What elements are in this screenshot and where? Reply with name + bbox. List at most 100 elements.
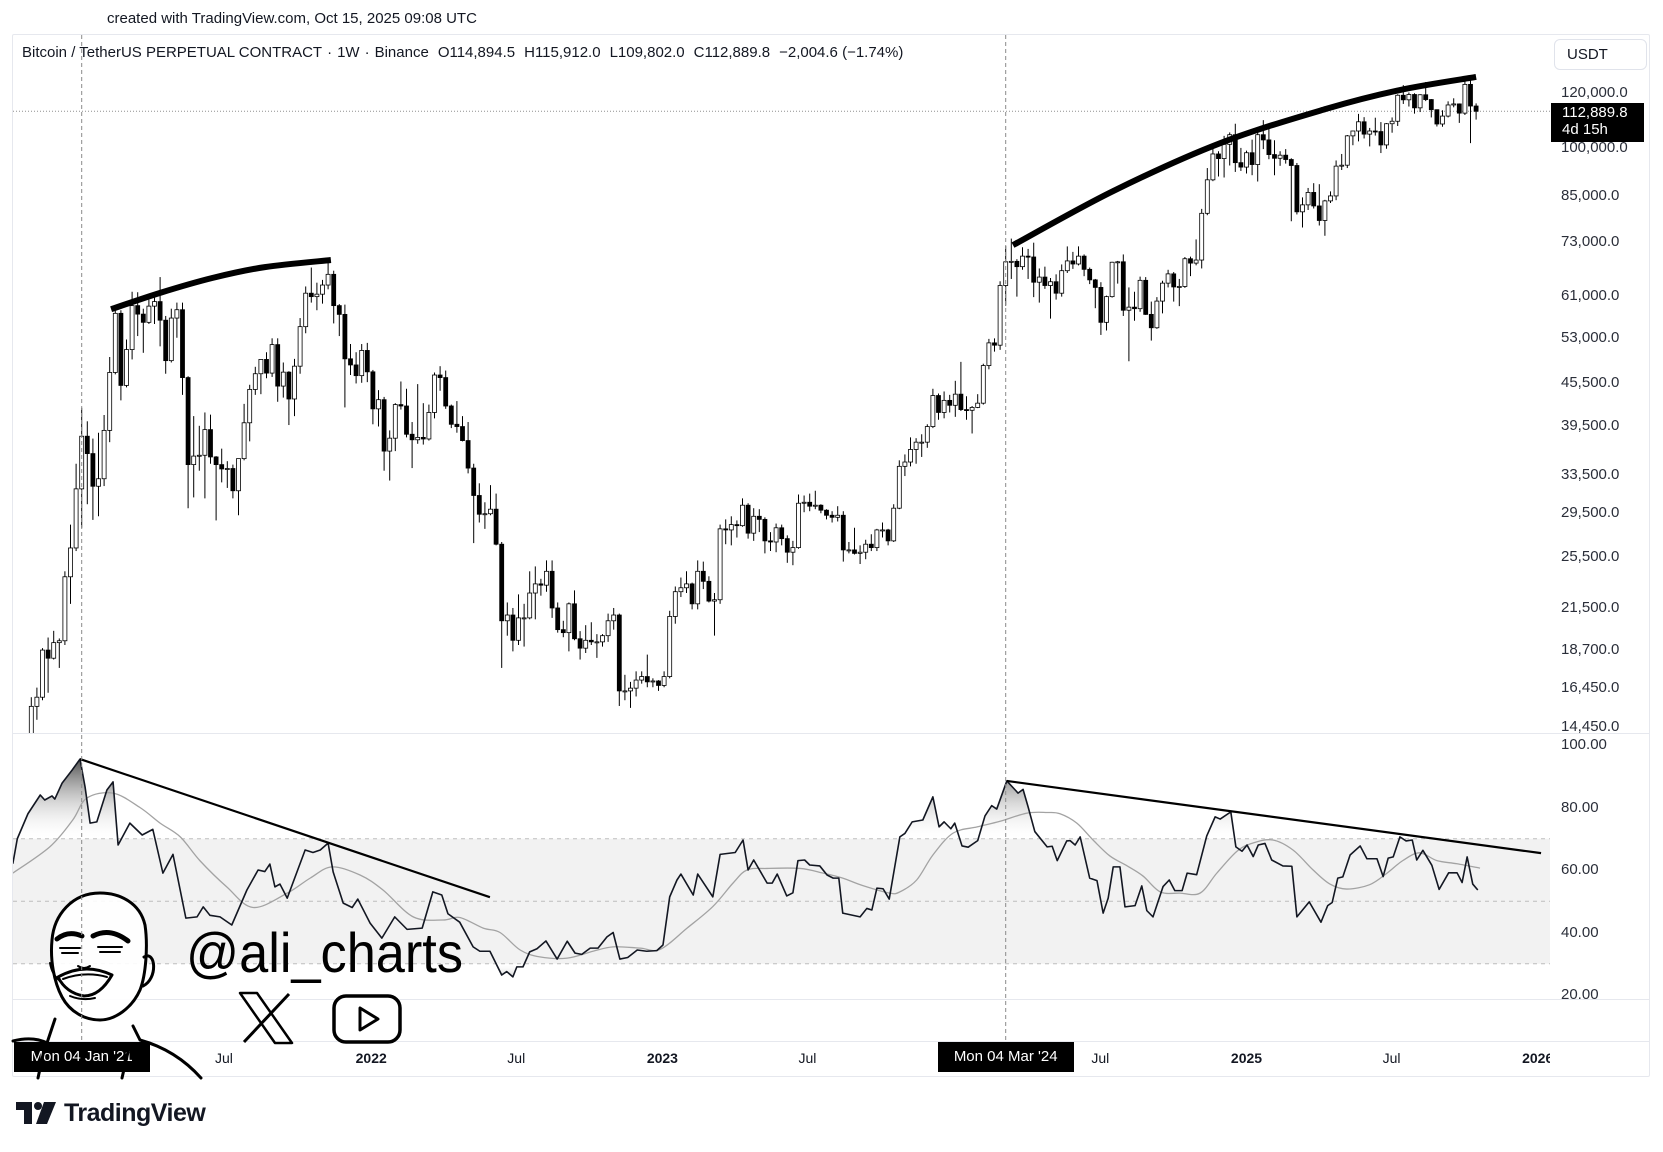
candle-down xyxy=(1171,272,1177,302)
candle-up xyxy=(96,432,101,517)
candle-up xyxy=(1210,148,1216,182)
candle-up xyxy=(684,571,689,594)
candle-up xyxy=(1199,208,1205,269)
candle-up xyxy=(56,638,62,668)
candle-up xyxy=(1048,278,1053,319)
candle-up xyxy=(1115,260,1121,284)
candle-up xyxy=(224,461,230,488)
candle-up xyxy=(1328,191,1333,204)
legend-close: C112,889.8 xyxy=(693,44,771,61)
candle-up xyxy=(415,384,421,444)
time-axis-label: 2023 xyxy=(646,1050,678,1066)
candle-down xyxy=(644,654,650,688)
price-axis-label: 120,000.0 xyxy=(1561,84,1628,101)
candle-up xyxy=(667,610,673,679)
candle-down xyxy=(275,338,281,402)
candle-up xyxy=(152,294,157,324)
tradingview-footer-logo[interactable]: TradingView xyxy=(16,1099,206,1127)
candle-up xyxy=(314,282,320,311)
candle-up xyxy=(79,407,85,528)
time-axis-label: 2025 xyxy=(1230,1050,1263,1066)
candle-up xyxy=(521,603,527,647)
candle-down xyxy=(1473,103,1479,120)
candle-down xyxy=(443,370,449,409)
candle-up xyxy=(924,424,930,448)
candle-up xyxy=(247,384,253,442)
candle-down xyxy=(784,535,790,563)
candle-down xyxy=(1098,282,1104,335)
candle-up xyxy=(174,302,180,338)
candle-down xyxy=(1053,274,1059,300)
rsi-axis-label: 40.00 xyxy=(1561,923,1599,941)
candle-up xyxy=(359,344,365,383)
candle-down xyxy=(840,511,846,562)
candle-down xyxy=(734,520,740,538)
rsi-divergence-trendline[interactable] xyxy=(79,758,491,899)
candle-down xyxy=(381,396,387,471)
candle-up xyxy=(258,359,264,395)
currency-button[interactable]: USDT xyxy=(1554,39,1647,70)
candle-up xyxy=(941,391,947,419)
candle-down xyxy=(829,511,835,523)
candle-up xyxy=(790,540,796,566)
candle-up xyxy=(1244,150,1249,174)
candle-up xyxy=(1384,123,1389,149)
candle-up xyxy=(1204,168,1210,216)
legend-symbol: Bitcoin / TetherUS PERPETUAL CONTRACT xyxy=(22,44,323,61)
time-axis-label: 2022 xyxy=(355,1050,387,1066)
candle-up xyxy=(717,524,723,604)
candle-down xyxy=(1272,140,1277,176)
candle-down xyxy=(510,607,516,652)
candle-up xyxy=(812,490,818,510)
candle-down xyxy=(460,416,465,442)
candle-up xyxy=(1462,79,1468,116)
candle-up xyxy=(325,258,331,290)
candle-up xyxy=(846,541,852,554)
candle-down xyxy=(398,381,404,410)
candle-down xyxy=(852,527,857,555)
candle-up xyxy=(1395,94,1401,126)
price-arc-trendline[interactable] xyxy=(1011,74,1477,248)
candle-up xyxy=(672,586,678,624)
candlestick-series xyxy=(28,77,1479,733)
candle-up xyxy=(622,674,628,701)
candle-up xyxy=(73,463,79,552)
rsi-divergence-trendline[interactable] xyxy=(1006,779,1542,855)
price-arc-trendline[interactable] xyxy=(110,257,332,313)
candle-up xyxy=(952,380,958,417)
candle-down xyxy=(465,422,471,474)
time-axis-label: Jul xyxy=(1382,1050,1401,1066)
last-price-label: 112,889.8 4d 15h xyxy=(1551,103,1644,142)
candle-down xyxy=(348,344,353,376)
candle-down xyxy=(140,308,146,353)
time-axis-label: Jul xyxy=(214,1050,233,1066)
candle-up xyxy=(40,648,45,701)
candle-down xyxy=(230,464,236,499)
candle-down xyxy=(1311,183,1317,209)
candle-down xyxy=(936,393,941,420)
legend-separator: · xyxy=(327,44,333,61)
price-axis-label: 29,500.0 xyxy=(1561,504,1620,522)
candle-up xyxy=(1440,110,1445,127)
candle-down xyxy=(163,315,169,374)
symbol-legend[interactable]: Bitcoin / TetherUS PERPETUAL CONTRACT · … xyxy=(22,44,903,62)
time-axis[interactable]: Jul2022Jul2023Jul2024Jul2025Jul2026 xyxy=(13,1041,1550,1076)
price-axis-label: 73,000.0 xyxy=(1561,232,1620,250)
candle-up xyxy=(1003,245,1009,306)
candle-up xyxy=(62,571,68,645)
candle-down xyxy=(745,503,751,539)
candle-down xyxy=(476,483,482,523)
candle-down xyxy=(555,602,561,633)
candle-down xyxy=(118,310,124,401)
candle-down xyxy=(448,404,454,429)
candle-up xyxy=(1064,246,1070,273)
candle-up xyxy=(303,286,309,334)
candle-down xyxy=(885,528,891,546)
candle-down xyxy=(404,388,409,438)
candle-up xyxy=(1300,197,1305,228)
candle-down xyxy=(1238,147,1244,171)
candle-down xyxy=(471,463,477,544)
candle-down xyxy=(1288,158,1294,222)
legend-high: H115,912.0 xyxy=(524,44,601,61)
